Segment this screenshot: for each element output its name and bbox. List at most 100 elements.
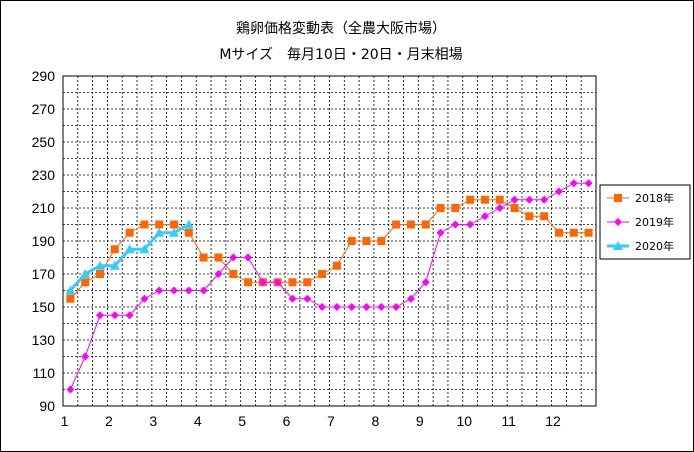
data-point xyxy=(554,187,563,196)
x-tick-label: 11 xyxy=(501,413,516,429)
data-point xyxy=(480,212,489,221)
data-point xyxy=(244,278,253,287)
data-point xyxy=(362,303,371,311)
data-point xyxy=(377,303,386,311)
x-tick-label: 10 xyxy=(456,413,472,429)
data-point xyxy=(139,244,150,254)
series-1 xyxy=(66,179,593,394)
x-tick-label: 1 xyxy=(61,413,69,429)
data-point xyxy=(495,204,504,212)
y-tick-label: 110 xyxy=(33,365,56,381)
data-point xyxy=(466,220,475,229)
data-point xyxy=(480,195,489,204)
data-point xyxy=(66,385,75,394)
legend-marker xyxy=(614,194,622,202)
y-axis: 290 270 250 230 210 190 170 150 130 110 90 xyxy=(32,68,56,414)
x-tick-label: 2 xyxy=(105,413,113,429)
data-point xyxy=(421,278,430,287)
x-axis: 1 2 3 4 5 6 7 8 9 10 11 12 xyxy=(61,413,561,429)
y-tick-label: 90 xyxy=(39,398,55,414)
y-tick-label: 230 xyxy=(32,167,56,183)
data-point xyxy=(466,195,475,204)
data-point xyxy=(140,220,149,229)
x-tick-label: 4 xyxy=(194,413,202,429)
data-point xyxy=(451,220,460,229)
data-point xyxy=(214,253,223,262)
y-tick-label: 190 xyxy=(32,233,56,249)
data-point xyxy=(199,253,208,262)
data-point xyxy=(140,294,149,303)
data-point xyxy=(96,270,105,278)
data-point xyxy=(362,237,371,245)
data-point xyxy=(318,270,327,278)
data-point xyxy=(66,294,75,303)
data-point xyxy=(258,278,267,287)
y-tick-label: 170 xyxy=(32,266,56,282)
data-point xyxy=(406,220,415,229)
data-point xyxy=(183,219,194,229)
x-tick-label: 8 xyxy=(371,413,379,429)
data-point xyxy=(95,260,106,270)
data-point xyxy=(495,195,504,204)
data-point xyxy=(125,311,134,320)
data-point xyxy=(81,278,90,287)
data-point xyxy=(154,227,165,237)
data-point xyxy=(169,227,180,237)
legend-label: 2018年 xyxy=(635,191,674,205)
data-point xyxy=(273,278,282,287)
data-point xyxy=(569,228,578,237)
data-point xyxy=(318,303,327,311)
data-point xyxy=(525,212,534,221)
data-point xyxy=(540,212,549,221)
data-point xyxy=(65,285,76,295)
y-tick-label: 150 xyxy=(32,299,56,315)
data-point xyxy=(510,204,519,212)
data-point xyxy=(332,261,341,270)
x-tick-label: 12 xyxy=(545,413,561,429)
data-point xyxy=(303,278,312,287)
chart-subtitle: Mサイズ 毎月10日・20日・月末相場 xyxy=(219,47,462,63)
data-point xyxy=(110,245,119,254)
data-point xyxy=(421,220,430,229)
data-point xyxy=(244,253,253,262)
data-point xyxy=(124,244,135,254)
data-point xyxy=(288,294,297,303)
data-point xyxy=(584,228,593,237)
chart-title: 鶏卵価格変動表（全農大阪市場） xyxy=(236,20,446,37)
legend-marker xyxy=(614,218,622,226)
x-tick-label: 5 xyxy=(238,413,246,429)
y-tick-label: 290 xyxy=(32,68,56,84)
data-point xyxy=(184,228,193,237)
x-tick-label: 9 xyxy=(416,413,424,429)
series-0 xyxy=(66,195,593,303)
data-point xyxy=(110,311,119,320)
legend: 2018年 2019年 2020年 xyxy=(599,184,691,260)
y-tick-label: 270 xyxy=(32,101,56,117)
grid-lines xyxy=(62,75,597,407)
data-point xyxy=(436,204,445,212)
legend-marker xyxy=(613,241,623,250)
data-point xyxy=(406,294,415,303)
data-point xyxy=(229,270,238,278)
data-point xyxy=(569,179,578,188)
data-point xyxy=(451,204,460,212)
data-point xyxy=(170,286,179,295)
data-point xyxy=(80,269,91,278)
data-point xyxy=(199,286,208,295)
data-point xyxy=(392,220,401,229)
x-tick-label: 6 xyxy=(283,413,291,429)
data-point xyxy=(436,228,445,237)
data-point xyxy=(125,228,134,237)
y-tick-label: 130 xyxy=(32,332,56,348)
y-tick-label: 210 xyxy=(32,200,56,216)
legend-label: 2020年 xyxy=(635,239,674,253)
data-point xyxy=(347,237,356,245)
data-point xyxy=(392,303,401,311)
data-point xyxy=(229,253,238,262)
series-2 xyxy=(65,219,194,295)
data-point xyxy=(170,220,179,229)
legend-label: 2019年 xyxy=(635,215,674,229)
y-tick-label: 250 xyxy=(32,134,56,150)
